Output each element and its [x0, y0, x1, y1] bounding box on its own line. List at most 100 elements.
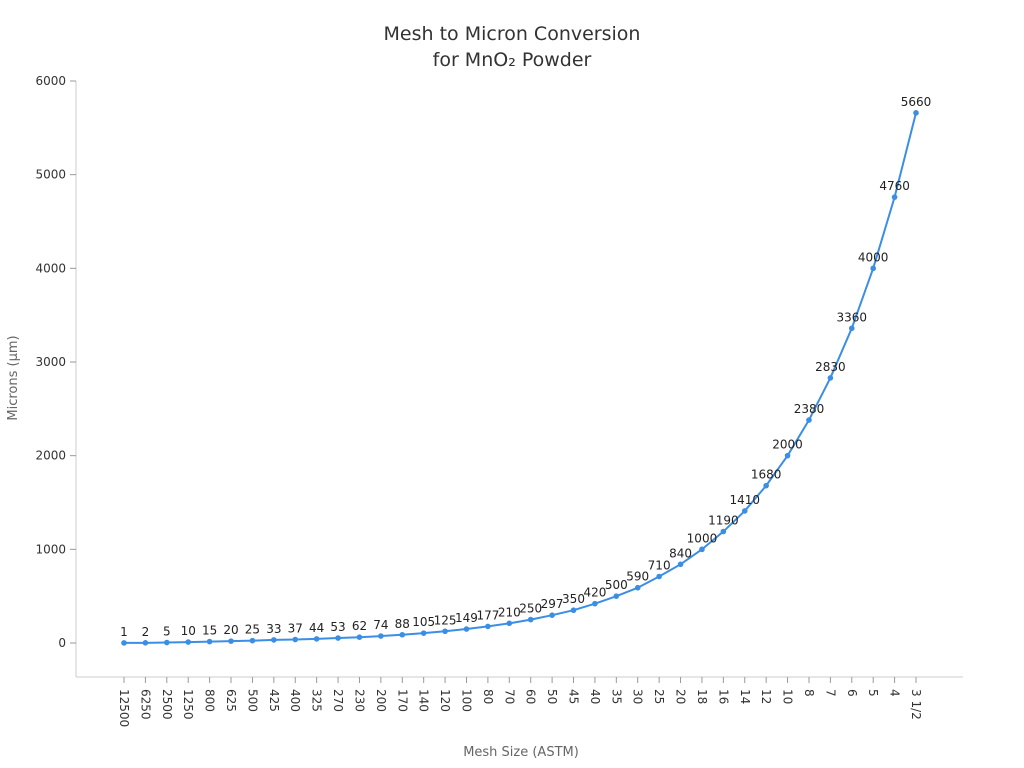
- data-label: 1: [120, 625, 128, 639]
- x-tick-label: 3 1/2: [909, 689, 923, 720]
- x-tick-label: 2500: [160, 689, 174, 720]
- x-tick-label: 230: [352, 689, 366, 712]
- y-tick-label: 4000: [35, 261, 66, 275]
- data-point: [784, 452, 791, 459]
- data-point: [741, 508, 748, 514]
- x-tick-label: 35: [609, 689, 623, 704]
- x-tick-label: 1250: [181, 689, 195, 720]
- data-label: 2: [142, 625, 150, 639]
- x-tick-label: 16: [716, 689, 730, 704]
- x-tick-label: 10: [781, 689, 795, 704]
- data-point: [763, 482, 769, 489]
- x-tick-label: 80: [481, 689, 495, 704]
- data-point: [356, 634, 363, 640]
- x-tick-label: 400: [288, 689, 302, 712]
- x-tick-label: 20: [674, 689, 688, 704]
- data-label: 44: [309, 621, 324, 635]
- data-label: 1410: [729, 493, 760, 507]
- data-point: [420, 630, 427, 636]
- y-tick-label: 6000: [35, 74, 66, 88]
- data-label: 177: [476, 608, 499, 622]
- x-tick-label: 100: [459, 689, 473, 712]
- x-tick-label: 7: [823, 689, 837, 697]
- x-tick-label: 270: [331, 689, 345, 712]
- data-point: [720, 528, 727, 535]
- data-point: [185, 639, 192, 645]
- chart-title-line2: for MnO₂ Powder: [433, 49, 592, 71]
- x-tick-label: 170: [395, 689, 409, 712]
- y-tick-label: 1000: [35, 542, 66, 556]
- x-tick-label: 5: [866, 689, 880, 697]
- data-label: 10: [181, 624, 196, 638]
- data-label: 74: [373, 618, 388, 632]
- data-point: [271, 637, 277, 643]
- data-point: [870, 265, 876, 272]
- data-label: 5: [163, 625, 171, 639]
- x-tick-label: 14: [738, 689, 752, 704]
- data-label: 37: [288, 622, 303, 636]
- x-tick-label: 40: [588, 689, 602, 704]
- data-point: [677, 561, 684, 568]
- data-label: 2830: [815, 360, 846, 374]
- data-label: 840: [669, 546, 692, 560]
- x-tick-label: 50: [545, 689, 559, 704]
- data-point: [506, 620, 513, 627]
- data-label: 350: [562, 592, 585, 606]
- x-tick-label: 18: [695, 689, 709, 704]
- data-point: [570, 607, 577, 614]
- data-label: 590: [626, 570, 649, 584]
- data-point: [613, 593, 620, 599]
- x-axis-label: Mesh Size (ASTM): [463, 745, 579, 760]
- data-point: [292, 636, 299, 643]
- data-point: [249, 637, 256, 644]
- data-label: 5660: [901, 95, 932, 109]
- series-line: [123, 112, 917, 644]
- data-label: 420: [583, 586, 606, 600]
- x-tick-label: 70: [502, 689, 516, 704]
- data-point: [164, 639, 170, 646]
- data-point: [827, 375, 834, 381]
- data-label: 4760: [879, 179, 910, 193]
- data-label: 25: [245, 623, 260, 637]
- data-label: 3360: [837, 310, 868, 324]
- data-label: 210: [498, 605, 521, 619]
- x-tick-label: 325: [310, 689, 324, 712]
- data-point: [913, 110, 919, 116]
- data-point: [442, 628, 448, 635]
- data-point: [848, 325, 855, 332]
- x-tick-label: 200: [374, 689, 388, 712]
- x-tick-label: 6250: [138, 689, 152, 720]
- data-point: [335, 635, 341, 641]
- data-point: [699, 546, 705, 553]
- data-label: 20: [223, 623, 238, 637]
- y-tick-label: 5000: [35, 168, 66, 182]
- data-point: [121, 640, 127, 646]
- data-point: [313, 636, 320, 642]
- data-point: [527, 616, 534, 623]
- data-label: 15: [202, 624, 217, 638]
- data-label: 1680: [751, 468, 782, 482]
- y-tick-label: 0: [58, 636, 66, 650]
- x-tick-label: 25: [652, 689, 666, 704]
- data-label: 2380: [794, 402, 825, 416]
- data-point: [142, 640, 149, 646]
- x-tick-label: 120: [438, 689, 452, 712]
- data-point: [485, 623, 491, 630]
- x-tick-label: 45: [567, 689, 581, 704]
- x-tick-label: 425: [267, 689, 281, 712]
- y-tick-label: 2000: [35, 449, 66, 463]
- x-tick-label: 800: [203, 689, 217, 712]
- data-label: 125: [434, 613, 457, 627]
- data-label: 297: [541, 597, 564, 611]
- x-tick-label: 30: [631, 689, 645, 704]
- data-label: 53: [330, 620, 345, 634]
- data-point: [228, 638, 234, 644]
- data-label: 2000: [772, 438, 803, 452]
- data-point: [634, 584, 641, 591]
- chart-title-line1: Mesh to Micron Conversion: [384, 23, 641, 45]
- x-tick-label: 60: [524, 689, 538, 704]
- data-point: [592, 600, 598, 607]
- x-tick-label: 12: [759, 689, 773, 704]
- data-point: [549, 612, 555, 618]
